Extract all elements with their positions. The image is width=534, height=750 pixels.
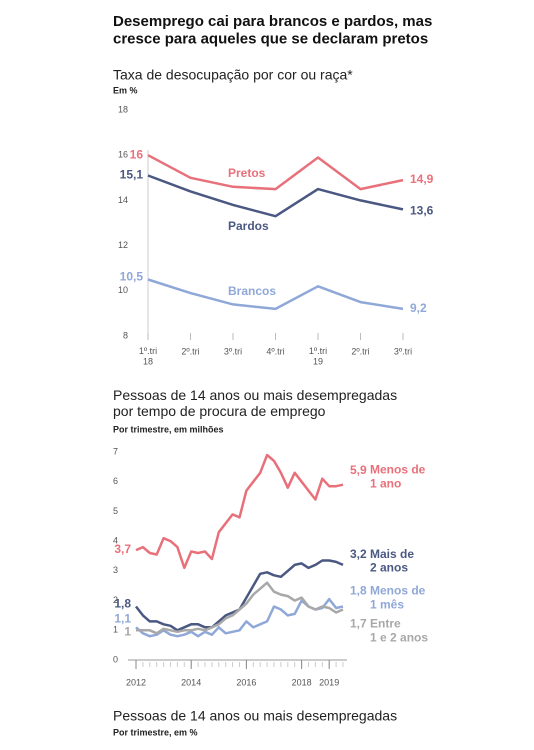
page-title: Desemprego cai para brancos e pardos, ma… (113, 13, 432, 47)
value-label: 3,2 (350, 547, 367, 561)
value-label: 16 (130, 147, 144, 161)
y-tick-label: 16 (118, 150, 128, 160)
x-tick-label: 2016 (236, 677, 256, 687)
value-label: 5,9 (350, 463, 367, 477)
series-label: Menos de 1 mês (370, 584, 426, 612)
y-tick-label: 14 (118, 195, 128, 205)
x-tick-label: 3º.tri (224, 346, 242, 356)
y-tick-label: 10 (118, 285, 128, 295)
y-tick-label: 3 (113, 565, 118, 575)
series-label: Menos de 1 ano (370, 463, 426, 491)
y-tick-label: 7 (113, 446, 118, 456)
value-label: 1,8 (114, 597, 131, 611)
chart-subtitle: Por trimestre, em milhões (113, 424, 224, 434)
x-tick-label: 2014 (181, 677, 201, 687)
chart-subtitle: Em % (113, 85, 138, 95)
value-label: 1,7 (350, 617, 367, 631)
value-label: 1,8 (350, 584, 367, 598)
x-tick-label: 2019 (319, 677, 339, 687)
x-tick-label: 2018 (292, 677, 312, 687)
y-tick-label: 0 (113, 654, 118, 664)
y-tick-label: 18 (118, 104, 128, 114)
series-line (135, 559, 344, 632)
series-label: Entre 1 e 2 anos (370, 617, 428, 645)
value-label: 1 (124, 624, 131, 638)
series-line (147, 154, 404, 191)
y-tick-label: 6 (113, 476, 118, 486)
section-subtitle: Por trimestre, em % (113, 727, 198, 737)
x-tick-label: 1º.tri 19 (309, 346, 327, 366)
y-tick-label: 12 (118, 240, 128, 250)
value-label: 9,2 (410, 301, 427, 315)
series-label: Brancos (228, 284, 276, 298)
value-label: 10,5 (120, 270, 144, 284)
x-tick-label: 2º.tri (351, 346, 369, 356)
y-tick-label: 4 (113, 536, 118, 546)
x-tick-label: 4º.tri (266, 346, 284, 356)
series-label: Pretos (228, 166, 266, 180)
series-line (136, 581, 344, 635)
series-label: Mais de 2 anos (370, 547, 414, 575)
x-tick-label: 2012 (126, 677, 146, 687)
x-tick-label: 1º.tri 18 (139, 346, 157, 366)
y-tick-label: 8 (123, 330, 128, 340)
y-tick-label: 1 (113, 625, 118, 635)
series-line (147, 174, 404, 218)
value-label: 3,7 (114, 542, 131, 556)
chart-title: Taxa de desocupação por cor ou raça* (113, 67, 353, 83)
value-label: 13,6 (410, 204, 434, 218)
series-line (135, 453, 344, 570)
series-label: Pardos (228, 219, 269, 233)
x-tick-label: 2º.tri (181, 346, 199, 356)
value-label: 15,1 (120, 168, 144, 182)
chart-title: Pessoas de 14 anos ou mais desempregadas… (113, 387, 397, 419)
x-tick-label: 3º.tri (394, 346, 412, 356)
y-tick-label: 5 (113, 506, 118, 516)
value-label: 1,1 (114, 611, 131, 625)
section-title: Pessoas de 14 anos ou mais desempregadas (113, 708, 397, 724)
value-label: 14,9 (410, 172, 434, 186)
series-line (147, 278, 404, 311)
y-tick-label: 2 (113, 595, 118, 605)
